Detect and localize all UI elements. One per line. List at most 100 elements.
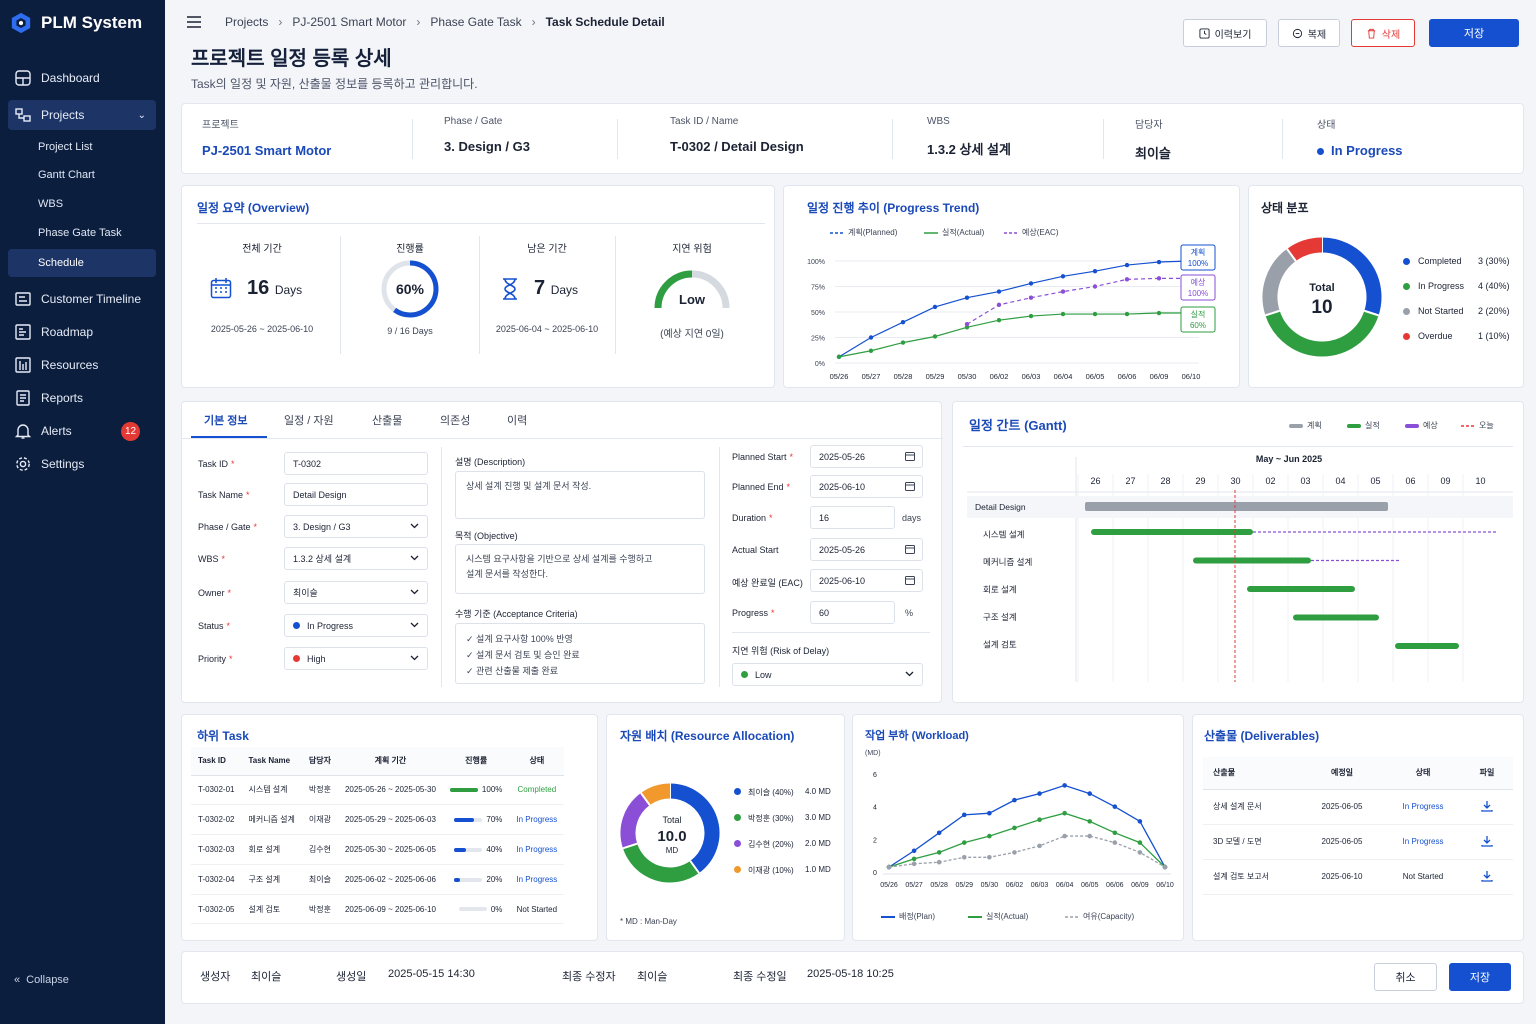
duration-input[interactable]: 16 — [810, 506, 895, 529]
footer-save-button[interactable]: 저장 — [1449, 963, 1511, 991]
sidebar-subitem-gantt-chart[interactable]: Gantt Chart — [38, 169, 95, 181]
history-button[interactable]: 이력보기 — [1183, 19, 1267, 47]
task-id-input[interactable]: T-0302 — [284, 452, 428, 475]
gantt-row-label: 메커니즘 설계 — [983, 557, 1032, 567]
gantt-chart: 26 27 28 29 30 02 03 04 05 06 09 10 Detail Design 시스템… — [967, 457, 1513, 682]
priority-select[interactable]: High — [284, 647, 428, 670]
sidebar-item-resources[interactable]: Resources — [8, 350, 156, 380]
resource-legend-value: 4.0 MD — [805, 787, 831, 796]
planned-end-input[interactable]: 2025-06-10 — [810, 475, 923, 498]
hamburger-menu-icon[interactable] — [187, 16, 201, 28]
table-row[interactable]: T-0302-03 회로 설계 김수현 2025-05-30 ~ 2025-06-05… — [191, 834, 565, 865]
tab-dependency[interactable]: 의존성 — [440, 415, 471, 427]
gantt-day-label: 28 — [1160, 476, 1170, 486]
donut-separator — [689, 860, 700, 874]
info-task: Task ID / Name T-0302 / Detail Design — [670, 116, 804, 154]
workload-point — [936, 830, 942, 836]
sidebar-subitem-wbs[interactable]: WBS — [38, 198, 64, 210]
tab-schedule-resource[interactable]: 일정 / 자원 — [284, 415, 334, 427]
sidebar-item-customer-timeline[interactable]: Customer Timeline — [8, 284, 156, 314]
sidebar-item-projects[interactable]: Projects ⌄ — [8, 100, 156, 130]
table-row[interactable]: 3D 모델 / 도면 2025-06-05 In Progress — [1203, 824, 1513, 860]
tab-history[interactable]: 이력 — [507, 415, 528, 427]
crumb-current: Task Schedule Detail — [545, 15, 665, 29]
collapse-button[interactable]: « Collapse — [14, 974, 69, 986]
criteria-list[interactable]: ✓ 설계 요구사항 100% 반영 ✓ 설계 문서 검토 및 승인 완료 ✓ 관… — [455, 623, 705, 684]
sidebar-subitem-phase-gate-task[interactable]: Phase Gate Task — [38, 227, 122, 239]
trend-point — [964, 325, 970, 330]
sidebar-subitem-project-list[interactable]: Project List — [38, 141, 93, 153]
progress-days: 9 / 16 Days — [387, 326, 433, 336]
download-icon[interactable] — [1481, 870, 1493, 882]
sidebar-subitem-schedule[interactable]: Schedule — [8, 249, 156, 277]
save-button[interactable]: 저장 — [1429, 19, 1519, 47]
status-select[interactable]: In Progress — [284, 614, 428, 637]
trend-x-tick: 06/05 — [1086, 372, 1105, 381]
calendar-icon — [905, 576, 915, 585]
table-row[interactable]: T-0302-02 메커니즘 설계 이재광 2025-05-29 ~ 2025-06-… — [191, 804, 565, 836]
task-name-input[interactable]: Detail Design — [284, 483, 428, 506]
objective-textarea[interactable]: 시스템 요구사항을 기반으로 상세 설계를 수행하고 설계 문서를 작성한다. — [455, 544, 705, 594]
sidebar-item-reports[interactable]: Reports — [8, 383, 156, 413]
cell-task-id: T-0302-02 — [191, 804, 242, 836]
sidebar-item-settings[interactable]: Settings — [8, 449, 156, 479]
resource-unit: MD — [665, 846, 679, 855]
risk-dot — [741, 671, 748, 678]
download-icon[interactable] — [1481, 835, 1493, 847]
gantt-day-label: 29 — [1195, 476, 1205, 486]
resource-note: * MD : Man-Day — [620, 917, 677, 926]
cancel-button[interactable]: 취소 — [1374, 963, 1437, 991]
actual-start-input[interactable]: 2025-05-26 — [810, 538, 923, 561]
gantt-actual-bar — [1293, 614, 1379, 621]
progress-label: 진행률 — [396, 244, 424, 255]
description-textarea[interactable]: 상세 설계 진행 및 설계 문서 작성. — [455, 471, 705, 519]
workload-unit: (MD) — [865, 750, 881, 757]
eac-input[interactable]: 2025-06-10 — [810, 569, 923, 592]
sidebar-item-dashboard[interactable]: Dashboard — [8, 63, 156, 93]
resource-legend-dot — [734, 840, 741, 847]
crumb-projects[interactable]: Projects — [225, 15, 269, 29]
chevron-down-icon[interactable]: ⌄ — [137, 109, 146, 121]
trash-icon — [1367, 28, 1375, 39]
overview-title: 일정 요약 (Overview) — [197, 201, 310, 215]
owner-select[interactable]: 최이슬 — [284, 581, 428, 604]
wbs-select[interactable]: 1.3.2 상세 설계 — [284, 547, 428, 570]
progress-bar — [449, 788, 478, 793]
tab-basic-info[interactable]: 기본 정보 — [204, 415, 248, 427]
workload-point — [987, 833, 992, 839]
sidebar-item-roadmap[interactable]: Roadmap — [8, 317, 156, 347]
gantt-legend-actual: 실적 — [1347, 420, 1380, 431]
cell-deliverable: 3D 모델 / 도면 — [1203, 824, 1299, 860]
download-icon[interactable] — [1481, 800, 1493, 812]
info-value: 최이슬 — [1135, 146, 1171, 161]
workload-series-line — [888, 835, 1166, 868]
donut-slice — [1287, 237, 1323, 262]
progress-input[interactable]: 60 — [810, 601, 895, 624]
remaining-label: 남은 기간 — [527, 244, 567, 255]
table-row[interactable]: T-0302-04 구조 설계 최이슬 2025-06-02 ~ 2025-06-06… — [191, 864, 565, 895]
cell-due-date: 2025-06-05 — [1299, 824, 1385, 860]
workload-x-tick: 06/04 — [1056, 882, 1074, 889]
table-row[interactable]: T-0302-05 설계 검토 박정훈 2025-06-09 ~ 2025-06-10… — [191, 894, 565, 925]
risk-select[interactable]: Low — [732, 663, 923, 686]
sidebar-item-alerts[interactable]: Alerts 12 — [8, 416, 156, 446]
table-row[interactable]: 상세 설계 문서 2025-06-05 In Progress — [1203, 789, 1513, 825]
crumb-phase-gate-task[interactable]: Phase Gate Task — [430, 15, 522, 29]
field-label-phase: Phase / Gate * — [198, 522, 258, 532]
trend-point — [996, 317, 1002, 323]
app-logo[interactable]: PLM System — [10, 12, 142, 34]
copy-button[interactable]: 복제 — [1278, 19, 1340, 47]
table-row[interactable]: T-0302-01 시스템 설계 박정훈 2025-05-26 ~ 2025-05-3… — [191, 775, 565, 806]
cell-task-name: 회로 설계 — [241, 834, 302, 865]
tab-deliverables[interactable]: 산출물 — [372, 415, 403, 427]
calendar-icon — [905, 545, 915, 554]
table-row[interactable]: 설계 검토 보고서 2025-06-10 Not Started — [1203, 859, 1513, 895]
modified-by-label: 최종 수정자 — [562, 971, 616, 983]
donut-slice — [1262, 248, 1297, 316]
crumb-project[interactable]: PJ-2501 Smart Motor — [292, 15, 407, 29]
delete-button[interactable]: 삭제 — [1351, 19, 1415, 47]
planned-start-input[interactable]: 2025-05-26 — [810, 445, 923, 468]
info-value[interactable]: PJ-2501 Smart Motor — [202, 143, 332, 158]
workload-point — [1112, 840, 1118, 845]
phase-gate-select[interactable]: 3. Design / G3 — [284, 515, 428, 538]
